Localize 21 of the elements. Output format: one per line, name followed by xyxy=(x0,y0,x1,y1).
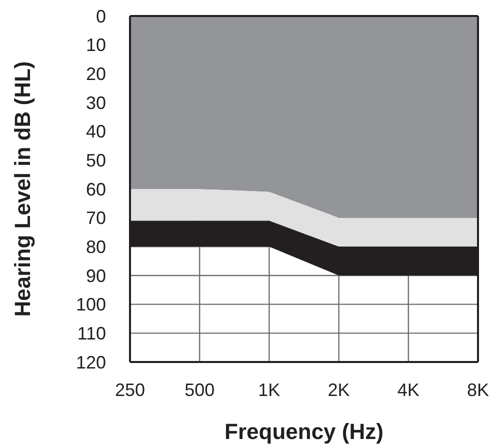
y-tick-label: 110 xyxy=(77,323,106,344)
x-tick-label: 2K xyxy=(328,380,350,400)
y-tick-label: 80 xyxy=(86,236,106,257)
y-tick-label: 20 xyxy=(86,64,106,84)
y-tick-label: 0 xyxy=(96,6,106,26)
x-tick-label: 4K xyxy=(397,380,420,400)
x-tick-label: 8K xyxy=(466,380,490,400)
y-tick-label: 90 xyxy=(86,266,106,286)
y-tick-label: 40 xyxy=(86,122,106,142)
x-tick-label: 1K xyxy=(258,380,280,400)
x-tick-label: 250 xyxy=(114,380,146,400)
y-tick-label: 70 xyxy=(86,208,106,228)
y-tick-label: 50 xyxy=(86,150,106,170)
y-tick-label: 30 xyxy=(86,92,106,113)
y-tick-label: 120 xyxy=(76,352,106,372)
y-tick-label: 100 xyxy=(76,294,106,315)
y-tick-label: 60 xyxy=(86,179,106,200)
x-tick-label: 500 xyxy=(184,380,215,400)
y-tick-label: 10 xyxy=(86,35,106,56)
y-axis-title: Hearing Level in dB (HL) xyxy=(10,61,35,317)
x-axis-title: Frequency (Hz) xyxy=(224,419,384,444)
